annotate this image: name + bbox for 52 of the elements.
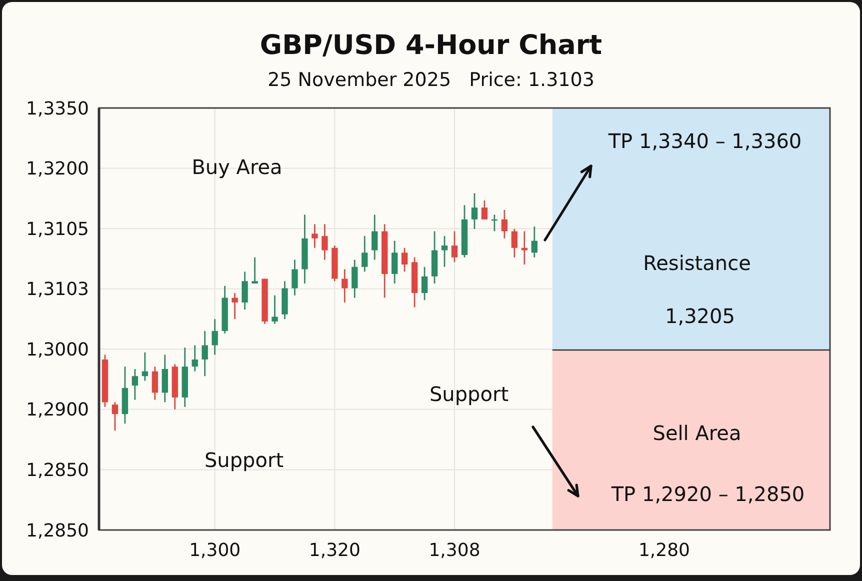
category-label: 1,3200 <box>26 158 89 180</box>
candlestick <box>531 226 538 258</box>
candlestick <box>242 270 248 310</box>
category-label: 1,3350 <box>26 98 89 120</box>
category-label: 1,3105 <box>26 218 89 240</box>
candlestick <box>372 214 378 260</box>
x-tick-label: 1,300 <box>189 540 241 561</box>
candlestick <box>132 368 138 401</box>
candlestick <box>421 266 428 301</box>
x-tick-label: 1,320 <box>308 540 360 561</box>
candlestick <box>252 256 258 284</box>
candlestick <box>112 402 118 432</box>
chart-subtitle: 25 November 2025 Price: 1.3103 <box>268 69 594 91</box>
x-tick-label: 1,280 <box>638 540 690 561</box>
candlestick <box>232 292 238 320</box>
candlestick <box>521 230 528 266</box>
candlestick <box>471 192 478 230</box>
candlestick <box>401 247 408 272</box>
candlestick <box>142 352 148 382</box>
annotation: Resistance <box>643 251 751 275</box>
candlestick <box>152 366 158 401</box>
candlestick <box>272 294 278 325</box>
candlestick <box>192 344 198 372</box>
candlestick <box>481 200 488 220</box>
candlestick <box>322 223 328 260</box>
annotation: Support <box>429 382 509 406</box>
chart-title: GBP/USD 4-Hour Chart <box>260 30 602 61</box>
candlestick <box>212 318 218 356</box>
candlestick <box>202 330 208 377</box>
text: TP 1,3340 – 1,3360 <box>607 129 802 153</box>
annotation: Sell Area <box>652 421 742 445</box>
candlestick <box>441 235 448 268</box>
text: TP 1,2920 – 1,2850 <box>610 482 805 506</box>
candlestick <box>511 228 518 258</box>
x-tick-label: 1,308 <box>428 540 480 561</box>
category-label: 1,2850 <box>26 520 89 542</box>
annotation: 1,3205 <box>665 304 735 328</box>
text: Support <box>204 448 284 472</box>
candlestick <box>501 209 508 240</box>
category-label: 1,3103 <box>26 279 89 300</box>
candlestick <box>362 235 368 272</box>
candlestick <box>451 230 458 263</box>
candlestick <box>342 268 348 304</box>
text: Buy Area <box>192 155 282 179</box>
category-label: 1,2850 <box>26 460 89 482</box>
candlestick <box>392 240 398 284</box>
candlestick <box>162 354 168 403</box>
candlestick <box>312 223 318 249</box>
candlestick <box>292 259 298 296</box>
candlestick <box>352 259 358 298</box>
category-label: 1,3000 <box>26 339 89 360</box>
category-label: 1,2900 <box>26 400 89 421</box>
